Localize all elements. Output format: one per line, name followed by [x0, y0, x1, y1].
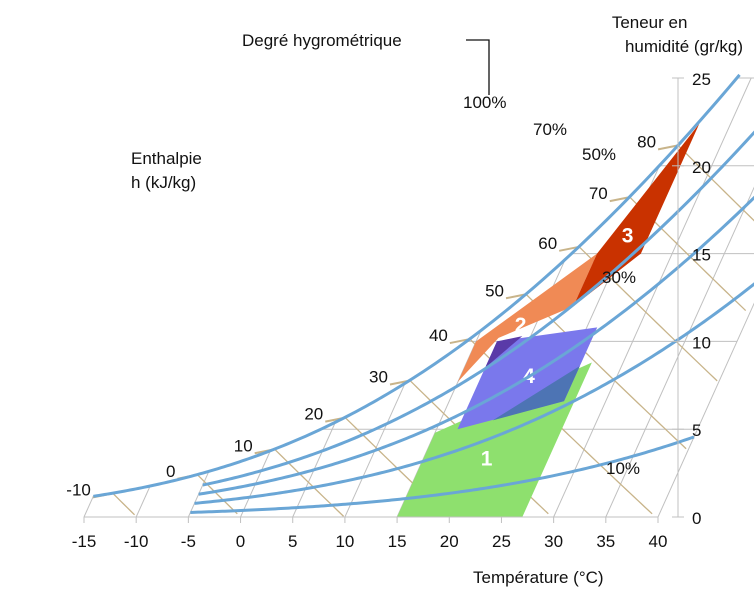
rh-curve-70 — [202, 130, 754, 487]
zone-label-3: 3 — [622, 224, 634, 247]
zone-2 — [457, 253, 598, 382]
enthalpy-value-label: 70 — [589, 184, 608, 203]
x-tick-label: -5 — [181, 532, 196, 551]
moisture-axis-title: Teneur en humidité (gr/kg) — [612, 13, 743, 56]
rh-curve-100 — [93, 73, 741, 498]
rh-curve-30 — [194, 282, 754, 505]
rh-curve-10 — [190, 435, 695, 514]
isotherm-line — [605, 186, 754, 518]
x-tick-label: 15 — [388, 532, 407, 551]
enthalpy-value-label: 80 — [637, 132, 656, 151]
x-tick-label: 10 — [335, 532, 354, 551]
enthalpy-tick — [505, 293, 527, 300]
rh-label-50: 50% — [582, 145, 616, 164]
enthalpy-value-label: 10 — [234, 436, 253, 455]
enthalpy-tick — [559, 245, 580, 252]
enthalpy-value-label: 20 — [304, 405, 323, 424]
enthalpy-tick — [609, 196, 630, 203]
enthalpy-value-label: 0 — [166, 462, 175, 481]
x-tick-label: -15 — [72, 532, 97, 551]
rh-label-30: 30% — [602, 268, 636, 287]
enthalpy-value-label: -10 — [66, 480, 91, 499]
x-tick-label: -10 — [124, 532, 149, 551]
x-tick-label: 20 — [440, 532, 459, 551]
x-tick-label: 0 — [236, 532, 245, 551]
enthalpy-line — [196, 474, 238, 515]
rh-label-100: 100% — [463, 93, 506, 112]
rh-label-10: 10% — [606, 459, 640, 478]
enthalpy-value-label: 60 — [538, 234, 557, 253]
enthalpy-line — [677, 144, 754, 222]
isotherm-line — [135, 485, 151, 518]
enthalpy-value-label: 40 — [429, 326, 448, 345]
moisture-axis-title-line1: Teneur en — [612, 13, 688, 32]
rh-title: Degré hygrométrique — [242, 31, 402, 50]
enthalpy-axis-title-line1: Enthalpie — [131, 149, 202, 168]
x-tick-label: 5 — [288, 532, 297, 551]
rh-label-70: 70% — [533, 120, 567, 139]
moisture-axis-title-line2: humidité (gr/kg) — [625, 37, 743, 56]
y-tick-label: 15 — [692, 246, 711, 265]
enthalpy-line — [112, 492, 136, 516]
enthalpy-axis-title-line2: h (kJ/kg) — [131, 173, 196, 192]
relative-humidity-curves: 100% 70% 50% 30% 10% — [93, 73, 754, 514]
isotherm-line — [553, 77, 752, 518]
rh-title-pointer — [466, 39, 490, 95]
temperature-axis-title: Température (°C) — [473, 568, 604, 587]
y-tick-label: 25 — [692, 70, 711, 89]
zone-overlap-1-4 — [492, 365, 580, 421]
zone-3 — [573, 123, 700, 307]
isotherm-line — [83, 496, 94, 518]
y-tick-label: 20 — [692, 158, 711, 177]
x-tick-label: 30 — [544, 532, 563, 551]
enthalpy-axis-title: Enthalpie h (kJ/kg) — [131, 149, 207, 192]
x-tick-label: 25 — [492, 532, 511, 551]
x-tick-label: 35 — [596, 532, 615, 551]
zone-label-2: 2 — [515, 314, 527, 337]
isotherm-line — [657, 302, 754, 518]
enthalpy-value-label: 30 — [369, 368, 388, 387]
x-tick-label: 40 — [649, 532, 668, 551]
zone-label-1: 1 — [481, 447, 493, 470]
enthalpy-value-label: 50 — [485, 281, 504, 300]
y-tick-label: 10 — [692, 333, 711, 352]
y-tick-label: 0 — [692, 509, 701, 528]
zone-overlap-2-4 — [485, 336, 523, 368]
enthalpy-tick — [657, 144, 679, 151]
rh-curve-50 — [198, 195, 754, 496]
chart-labels: Degré hygrométrique Teneur en humidité (… — [131, 13, 743, 587]
y-tick-label: 5 — [692, 421, 701, 440]
